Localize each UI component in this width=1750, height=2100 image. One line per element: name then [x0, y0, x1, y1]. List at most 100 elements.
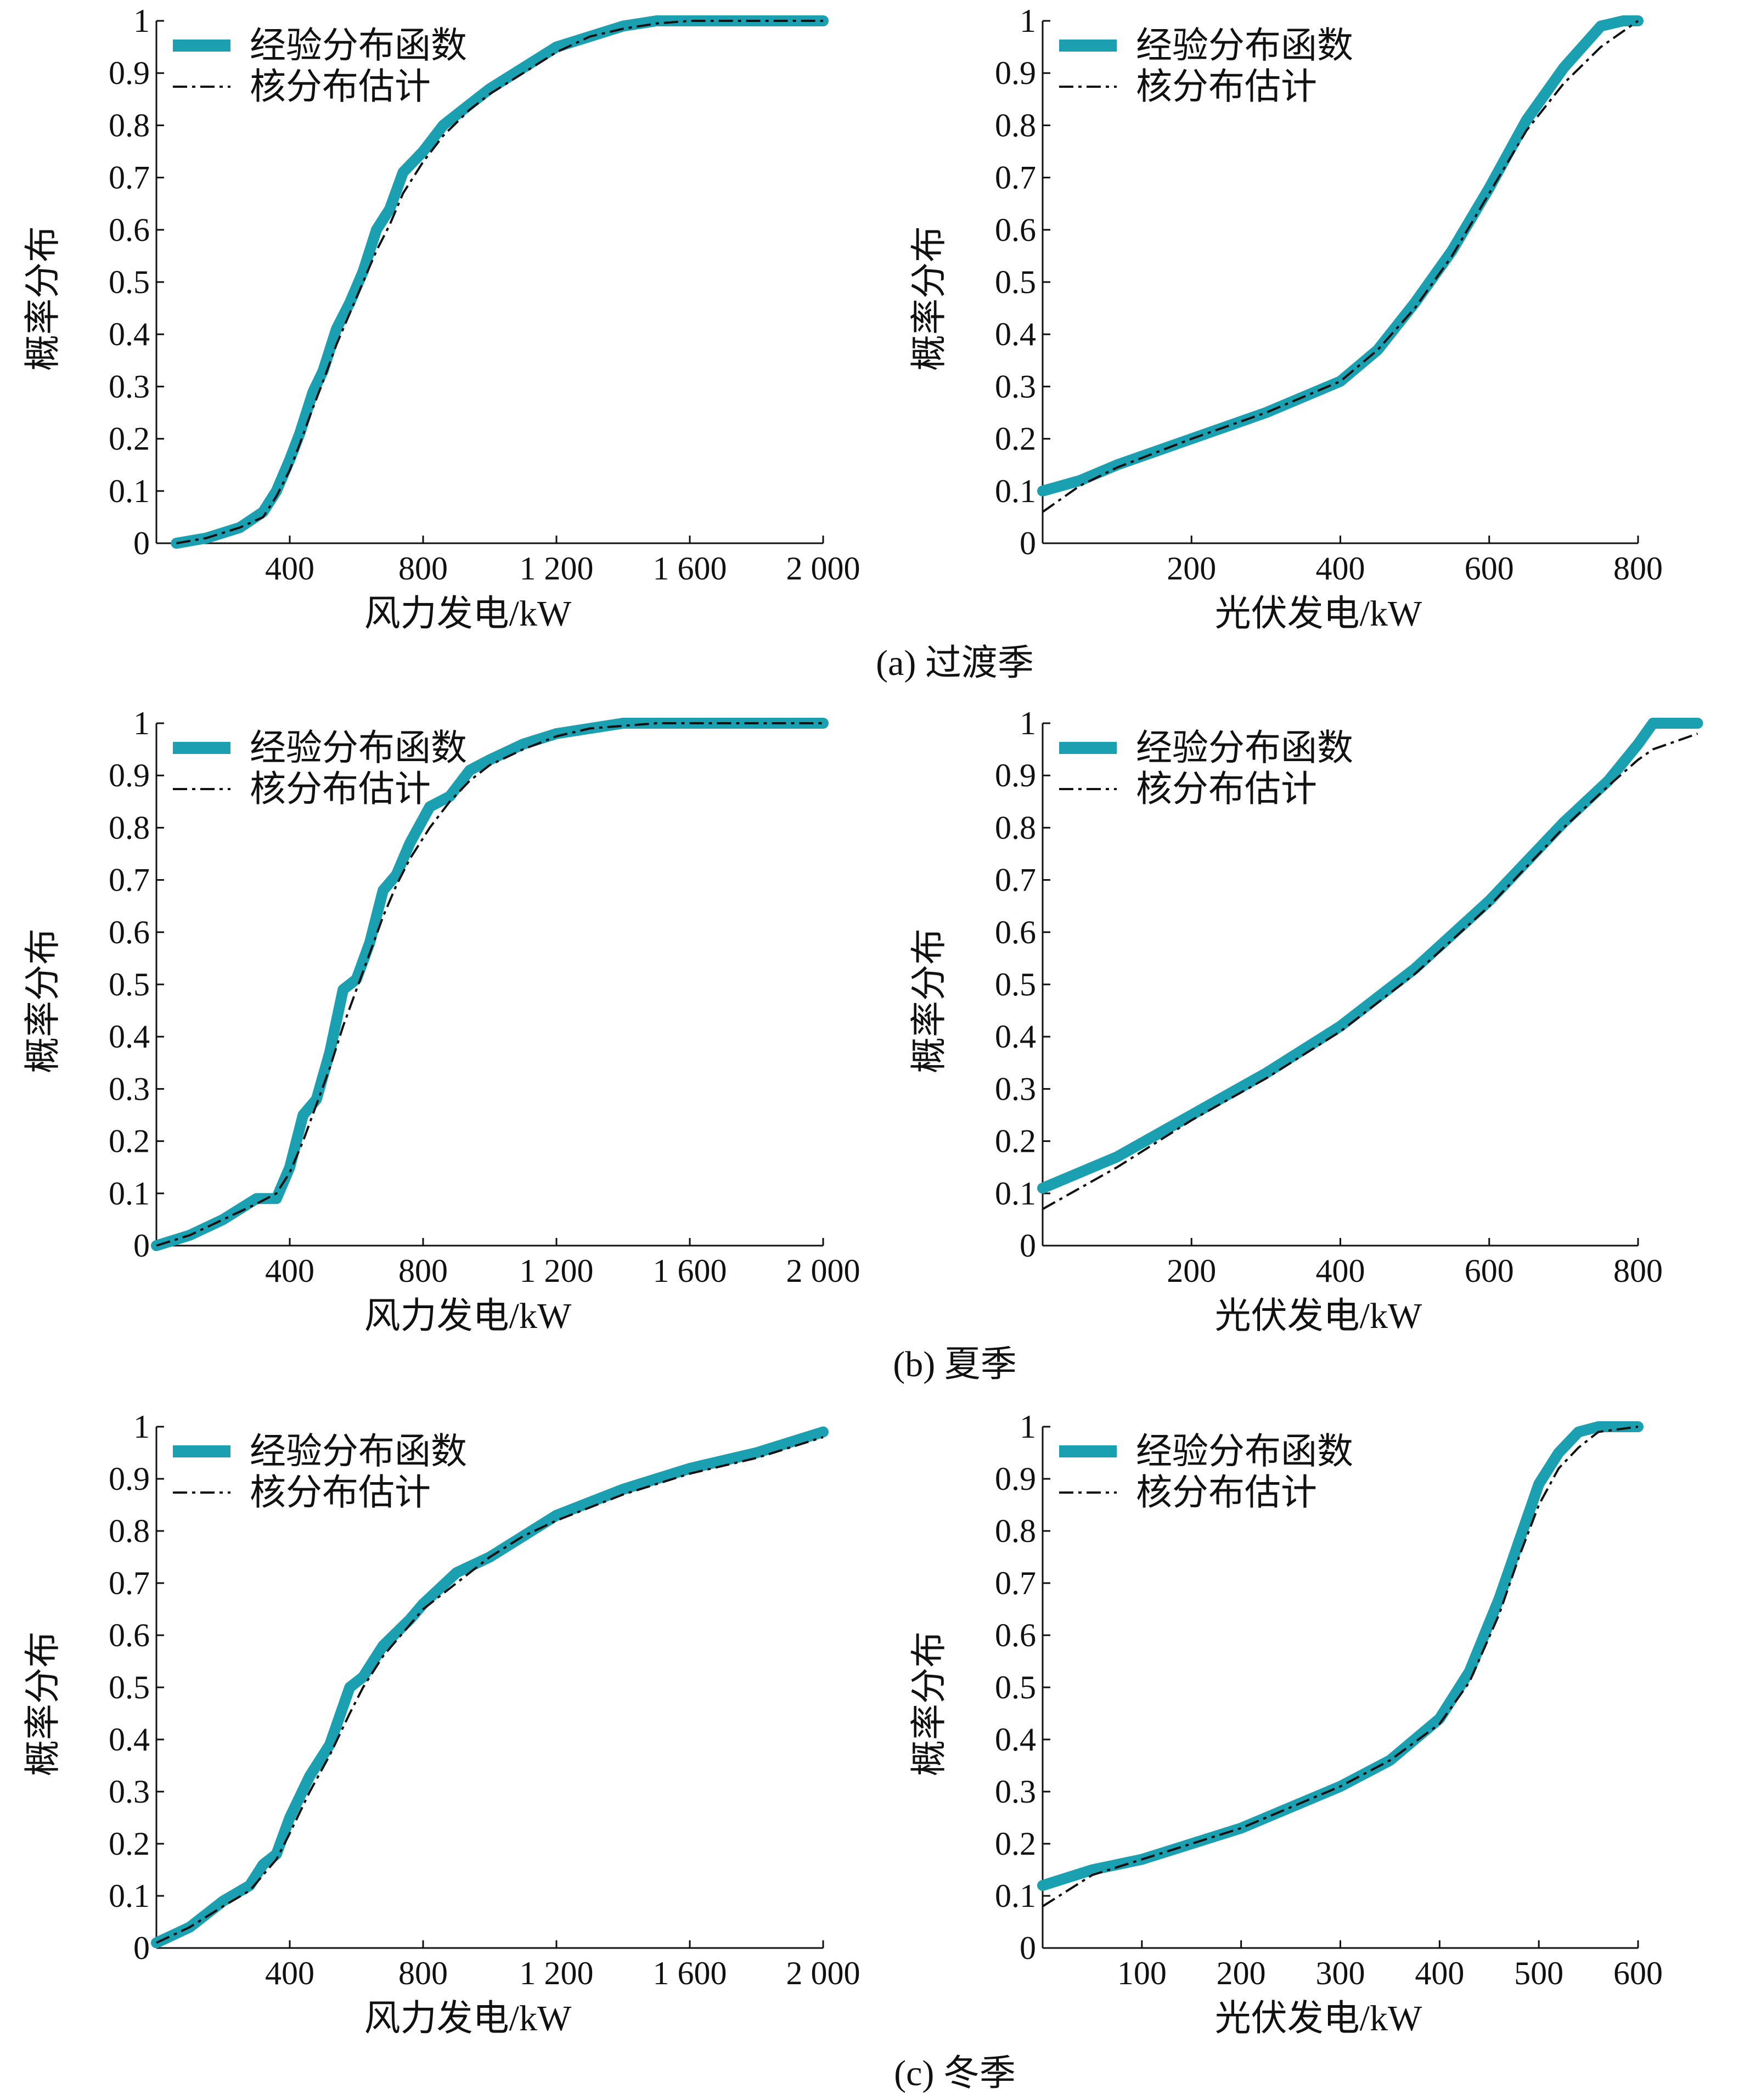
y-axis-label: 概率分布: [909, 226, 949, 371]
panel-a-pv: 0 0.1 0.2 0.3 0.4 0.5 0.6 0.7 0.8 0.9 1 200 400 600 80…: [909, 3, 1663, 634]
legend-label-empirical: 经验分布函数: [1136, 26, 1353, 66]
y-tick-label: 0.3: [995, 1071, 1036, 1107]
x-tick-label: 2 000: [786, 1955, 860, 1991]
y-tick-label: 0.8: [995, 1513, 1036, 1549]
y-tick-label: 0.6: [995, 212, 1036, 248]
y-tick-label: 0.9: [995, 1461, 1036, 1497]
x-axis-label: 风力发电/kW: [364, 1998, 572, 2039]
x-tick-label: 1 200: [520, 1955, 594, 1991]
x-axis-label: 风力发电/kW: [364, 1296, 572, 1336]
y-tick-label: 0.7: [109, 862, 150, 898]
y-tick-label: 0: [133, 525, 150, 561]
y-tick-label: 0.1: [109, 1175, 150, 1212]
x-tick-label: 2 000: [786, 550, 860, 587]
x-tick-label: 200: [1167, 550, 1216, 587]
y-tick-label: 0.1: [995, 1878, 1036, 1914]
y-tick-label: 0.4: [109, 316, 150, 352]
y-tick-label: 0: [1020, 1228, 1036, 1264]
x-tick-label: 1 600: [653, 550, 727, 587]
y-tick-label: 0.1: [995, 473, 1036, 509]
x-tick-label: 1 600: [653, 1253, 727, 1289]
y-axis-label: 概率分布: [909, 928, 949, 1073]
y-tick-label: 0.2: [995, 421, 1036, 457]
y-tick-label: 0.7: [995, 862, 1036, 898]
legend-label-empirical: 经验分布函数: [250, 728, 467, 768]
legend-label-kde: 核分布估计: [250, 67, 431, 107]
y-tick-label: 0.2: [109, 1826, 150, 1862]
y-tick-label: 1: [133, 705, 150, 741]
y-axis-label: 概率分布: [23, 1631, 63, 1776]
y-tick-label: 0.2: [109, 1123, 150, 1159]
y-tick-label: 0.6: [109, 1617, 150, 1653]
legend-label-empirical: 经验分布函数: [1136, 728, 1353, 768]
y-tick-label: 0.4: [109, 1018, 150, 1055]
y-tick-label: 0.3: [995, 368, 1036, 404]
caption-a: (a) 过渡季: [876, 643, 1034, 683]
y-tick-label: 0.3: [995, 1774, 1036, 1810]
y-tick-label: 0.8: [109, 1513, 150, 1549]
y-tick-label: 0.4: [109, 1721, 150, 1758]
panel-b-wind: 0 0.1 0.2 0.3 0.4 0.5 0.6 0.7 0.8 0.9 1 400 800 1 200…: [23, 705, 860, 1336]
x-tick-label: 400: [1316, 550, 1365, 587]
x-tick-label: 400: [265, 1253, 314, 1289]
y-tick-label: 0.5: [995, 1669, 1036, 1705]
x-tick-label: 400: [1316, 1253, 1365, 1289]
y-tick-label: 1: [1020, 1409, 1036, 1445]
y-tick-label: 0.7: [109, 160, 150, 196]
y-tick-label: 0.4: [995, 1018, 1036, 1055]
y-tick-label: 0.2: [995, 1123, 1036, 1159]
y-tick-label: 0.5: [995, 966, 1036, 1003]
legend-label-empirical: 经验分布函数: [250, 1432, 467, 1472]
x-tick-label: 800: [1613, 1253, 1663, 1289]
y-tick-label: 0: [1020, 1930, 1036, 1966]
x-tick-label: 1 600: [653, 1955, 727, 1991]
legend-label-kde: 核分布估计: [250, 1473, 431, 1513]
x-tick-label: 800: [398, 550, 448, 587]
y-tick-label: 0.5: [109, 966, 150, 1003]
y-tick-label: 0.7: [995, 160, 1036, 196]
y-tick-label: 0.6: [995, 1617, 1036, 1653]
y-tick-label: 0: [133, 1228, 150, 1264]
y-tick-label: 0.9: [109, 1461, 150, 1497]
y-tick-label: 1: [1020, 705, 1036, 741]
y-tick-label: 0.9: [109, 55, 150, 91]
x-tick-label: 500: [1514, 1955, 1563, 1991]
y-tick-label: 0.3: [109, 368, 150, 404]
series-kde-line: [1043, 1427, 1638, 1906]
y-tick-label: 0.6: [109, 212, 150, 248]
series-empirical-line: [1043, 1427, 1638, 1885]
x-tick-label: 400: [265, 550, 314, 587]
x-tick-label: 600: [1465, 1253, 1514, 1289]
x-tick-label: 800: [1613, 550, 1663, 587]
x-axis-label: 光伏发电/kW: [1215, 1998, 1422, 2039]
y-tick-label: 0.6: [995, 914, 1036, 950]
x-tick-label: 2 000: [786, 1253, 860, 1289]
legend-label-empirical: 经验分布函数: [1136, 1432, 1353, 1472]
x-tick-label: 400: [265, 1955, 314, 1991]
y-tick-label: 0.7: [109, 1565, 150, 1601]
legend-label-kde: 核分布估计: [1136, 67, 1317, 107]
y-tick-label: 0.1: [109, 1878, 150, 1914]
y-tick-label: 0.5: [109, 1669, 150, 1705]
x-tick-label: 800: [398, 1955, 448, 1991]
y-tick-label: 0.1: [109, 473, 150, 509]
caption-b: (b) 夏季: [893, 1344, 1016, 1384]
y-tick-label: 0.8: [109, 107, 150, 143]
y-tick-label: 0.9: [109, 757, 150, 793]
legend-label-kde: 核分布估计: [250, 769, 431, 809]
caption-c: (c) 冬季: [894, 2053, 1016, 2093]
x-tick-label: 1 200: [520, 550, 594, 587]
y-tick-label: 0.7: [995, 1565, 1036, 1601]
y-tick-label: 0.8: [995, 107, 1036, 143]
panel-a-wind: 0 0.1 0.2 0.3 0.4 0.5 0.6 0.7 0.8 0.9 1 400 800 1 200…: [23, 3, 860, 634]
x-tick-label: 800: [398, 1253, 448, 1289]
legend-label-kde: 核分布估计: [1136, 1473, 1317, 1513]
x-axis-label: 风力发电/kW: [364, 594, 572, 634]
y-tick-label: 0.2: [995, 1826, 1036, 1862]
y-tick-label: 0.9: [995, 55, 1036, 91]
x-tick-label: 600: [1465, 550, 1514, 587]
y-tick-label: 0.8: [109, 809, 150, 846]
panel-c-wind: 00.10.20.30.40.50.60.70.80.91400 800 1 200…: [23, 1409, 860, 2039]
y-tick-label: 0.4: [995, 316, 1036, 352]
